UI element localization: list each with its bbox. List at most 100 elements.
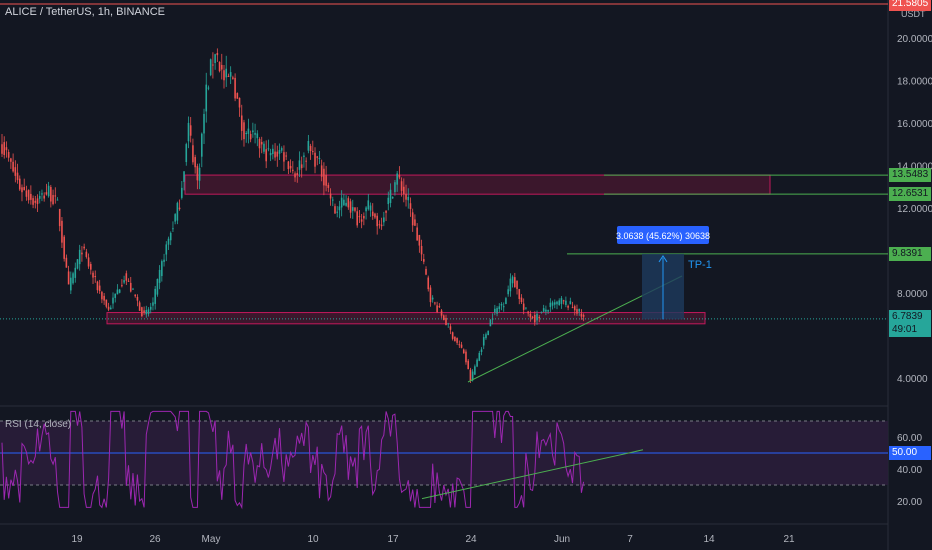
- candle-body: [387, 197, 390, 205]
- candle: [123, 275, 125, 285]
- candle: [507, 285, 509, 297]
- candle-body: [476, 359, 478, 367]
- candle-body: [161, 261, 163, 277]
- candle-body: [50, 187, 52, 202]
- candle: [325, 165, 327, 192]
- candle-body: [16, 172, 19, 181]
- candle: [132, 287, 134, 290]
- candle-body: [298, 160, 301, 170]
- candle: [431, 295, 434, 303]
- candle-body: [567, 305, 569, 308]
- candle: [14, 160, 17, 183]
- candle: [83, 243, 85, 251]
- candle: [52, 189, 54, 206]
- candle: [409, 197, 412, 217]
- candle: [292, 161, 294, 174]
- candle-body: [320, 165, 323, 177]
- candle-body: [189, 125, 192, 136]
- candle-body: [220, 64, 223, 70]
- candle-body: [363, 215, 365, 219]
- candle-body: [78, 249, 81, 265]
- candle: [334, 203, 336, 215]
- candle: [440, 309, 443, 318]
- candle: [176, 201, 179, 225]
- candle-body: [534, 314, 536, 323]
- candle-body: [74, 267, 77, 278]
- candle: [374, 212, 376, 219]
- candle: [225, 55, 228, 87]
- candle-body: [123, 280, 125, 283]
- time-tick-label: 10: [307, 534, 319, 545]
- candle-body: [45, 192, 48, 195]
- candle-body: [474, 366, 476, 375]
- candle: [38, 191, 41, 204]
- candle: [285, 151, 287, 161]
- candle-body: [536, 313, 538, 321]
- rsi-tick-label: 20.00: [897, 497, 922, 508]
- candle: [527, 310, 529, 317]
- candle: [101, 290, 103, 304]
- measure-label: 3.0638 (45.62%) 30638: [616, 231, 710, 241]
- candle: [216, 48, 219, 62]
- candle: [312, 140, 314, 155]
- rsi-indicator-label[interactable]: RSI (14, close): [5, 419, 72, 430]
- candle: [458, 340, 461, 348]
- candle: [416, 223, 418, 241]
- candle-body: [138, 302, 141, 311]
- candle: [249, 130, 252, 143]
- candle: [260, 136, 263, 154]
- candle-body: [447, 323, 450, 325]
- candle-body: [414, 219, 416, 226]
- candle-body: [209, 59, 212, 76]
- candle-body: [265, 149, 267, 162]
- candle-body: [43, 195, 45, 199]
- candle: [209, 58, 212, 77]
- price-badge: 9.8391: [889, 246, 931, 261]
- candle: [300, 156, 303, 178]
- candle: [163, 253, 165, 267]
- candle: [343, 193, 345, 206]
- candle: [283, 145, 285, 172]
- candle-body: [445, 317, 447, 326]
- candle: [103, 293, 105, 305]
- candle-body: [336, 211, 339, 213]
- candle-body: [318, 158, 321, 160]
- candle: [116, 284, 119, 295]
- candle-body: [174, 214, 176, 222]
- candle-body: [176, 202, 179, 221]
- candle: [145, 305, 148, 318]
- candle: [289, 159, 292, 173]
- candle: [307, 134, 310, 154]
- candle: [491, 313, 494, 325]
- candle-body: [129, 282, 132, 292]
- candle-body: [545, 309, 547, 312]
- candle-body: [178, 207, 181, 210]
- candle: [278, 143, 281, 161]
- time-tick-label: 24: [465, 534, 477, 545]
- candle-body: [154, 288, 156, 304]
- candle: [87, 253, 90, 269]
- candle: [234, 73, 236, 102]
- candle: [496, 306, 498, 317]
- candle-body: [400, 181, 403, 191]
- candle: [309, 143, 312, 160]
- candle-body: [272, 148, 274, 155]
- candle-body: [58, 208, 61, 227]
- candle-body: [147, 309, 150, 314]
- candle: [203, 108, 205, 145]
- candle-body: [354, 207, 356, 211]
- candle: [23, 178, 25, 191]
- candle: [456, 337, 458, 346]
- candle-body: [65, 257, 68, 268]
- candle-body: [212, 64, 214, 66]
- candle: [185, 142, 188, 166]
- candle-body: [92, 272, 94, 278]
- candle-body: [143, 310, 145, 313]
- candle-body: [285, 155, 287, 157]
- candle-body: [109, 307, 112, 310]
- candle-body: [316, 156, 319, 158]
- candle-body: [514, 277, 516, 288]
- price-badge: 50.00: [889, 446, 931, 460]
- candle: [61, 216, 63, 249]
